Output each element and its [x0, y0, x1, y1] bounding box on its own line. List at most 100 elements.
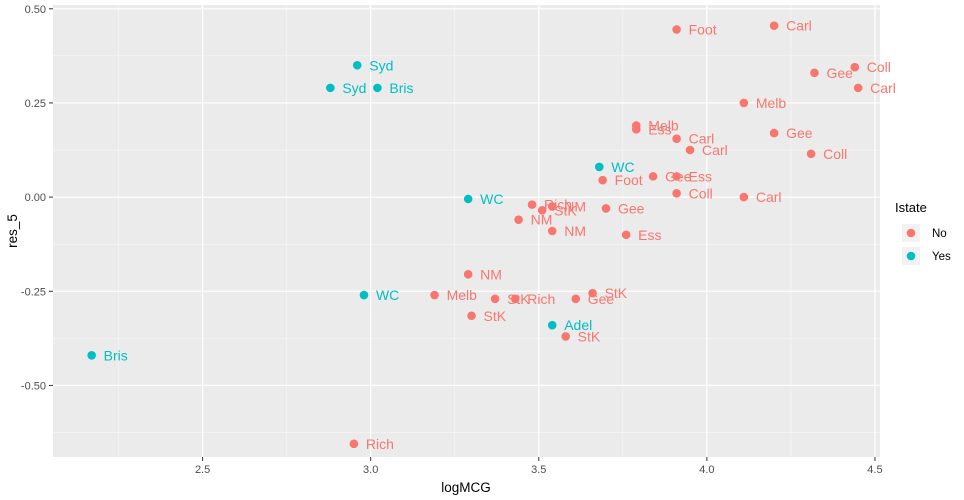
- point-label: Ess: [638, 227, 661, 243]
- data-point: [349, 439, 359, 449]
- point-label: Carl: [702, 142, 728, 158]
- data-point: [601, 204, 611, 213]
- point-label: Gee: [786, 125, 813, 141]
- minor-gridlines: [53, 5, 880, 457]
- data-point: [326, 83, 335, 93]
- data-point: [850, 62, 860, 72]
- point-label: Gee: [665, 168, 692, 184]
- point-label: NM: [564, 223, 586, 239]
- x-tick-label: 3.5: [531, 464, 546, 476]
- legend-key-marker: [906, 251, 916, 261]
- y-tick-label: -0.50: [21, 380, 46, 392]
- data-point: [672, 25, 681, 34]
- point-label: Foot: [689, 21, 717, 37]
- data-point: [739, 192, 749, 202]
- x-axis-ticks: 2.5 3.0 3.5 4.0 4.5: [195, 457, 883, 476]
- x-tick-label: 2.5: [195, 464, 210, 476]
- x-tick-label: 3.0: [363, 464, 378, 476]
- point-label: Coll: [867, 59, 891, 75]
- point-label: Carl: [756, 189, 782, 205]
- point-label: StK: [484, 308, 507, 324]
- point-label: NM: [564, 199, 586, 215]
- y-tick-label: 0.50: [25, 4, 46, 16]
- data-point: [672, 172, 681, 181]
- data-point: [621, 230, 631, 240]
- data-point: [810, 68, 819, 78]
- point-label: NM: [480, 266, 502, 282]
- point-label: Melb: [756, 95, 787, 111]
- point-label: StK: [507, 291, 530, 307]
- data-point: [547, 226, 557, 236]
- legend-title: Istate: [895, 200, 927, 215]
- point-label: StK: [578, 328, 601, 344]
- point-label: StK: [554, 202, 577, 218]
- point-label: Foot: [615, 172, 643, 188]
- legend-label: Yes: [932, 251, 951, 263]
- data-point: [514, 215, 523, 224]
- data-point: [467, 311, 476, 321]
- data-point: [430, 290, 439, 300]
- plot-panel: [53, 5, 880, 457]
- data-point: [685, 145, 695, 155]
- point-label: Melb: [648, 118, 679, 134]
- data-point: [631, 125, 641, 134]
- point-label: Carl: [689, 131, 715, 147]
- y-tick-label: 0.00: [25, 192, 46, 204]
- data-point: [547, 320, 557, 330]
- point-label: Bris: [389, 80, 413, 96]
- data-point: [594, 162, 604, 172]
- point-label: WC: [376, 287, 399, 303]
- data-point: [373, 83, 382, 93]
- data-point: [537, 205, 547, 215]
- x-tick-label: 4.5: [867, 464, 882, 476]
- point-label: Rich: [544, 197, 572, 213]
- data-point: [769, 21, 779, 31]
- data-point: [463, 270, 473, 279]
- point-label: StK: [605, 285, 628, 301]
- data-point: [648, 172, 658, 181]
- data-points: [87, 21, 863, 449]
- point-label: WC: [611, 159, 634, 175]
- point-label: Ess: [689, 168, 712, 184]
- y-tick-label: -0.25: [21, 286, 46, 298]
- data-point: [739, 98, 749, 108]
- data-point: [672, 189, 681, 198]
- data-point: [490, 294, 500, 304]
- data-point: [571, 294, 581, 304]
- point-label: Gee: [826, 65, 853, 81]
- point-label: Carl: [870, 80, 896, 96]
- point-label: Ess: [648, 121, 671, 137]
- legend-key-marker: [906, 228, 916, 238]
- legend: Istate No Yes: [895, 200, 951, 265]
- legend-label: No: [932, 228, 947, 240]
- point-label: Bris: [104, 347, 128, 363]
- x-tick-label: 4.0: [699, 464, 714, 476]
- data-point: [853, 83, 863, 93]
- data-point: [561, 332, 570, 341]
- data-point: [463, 194, 473, 204]
- point-label: Syd: [342, 80, 366, 96]
- point-label: Carl: [786, 18, 812, 34]
- data-point: [806, 149, 816, 159]
- x-axis-title: logMCG: [441, 480, 491, 495]
- y-tick-label: 0.25: [25, 98, 46, 110]
- y-axis-title: res_5: [5, 214, 20, 248]
- point-label: Adel: [564, 317, 592, 333]
- data-point: [547, 202, 557, 211]
- point-label: Syd: [369, 57, 393, 73]
- data-point: [588, 288, 597, 298]
- data-point: [527, 200, 537, 209]
- point-label: Rich: [366, 436, 394, 452]
- point-label: WC: [480, 191, 503, 207]
- point-label: Melb: [447, 287, 478, 303]
- data-point: [769, 128, 779, 138]
- data-point: [672, 134, 681, 144]
- data-point: [598, 175, 607, 185]
- point-label: Gee: [588, 291, 615, 307]
- point-label: Coll: [823, 146, 847, 162]
- point-label: NM: [531, 212, 553, 228]
- y-axis-ticks: -0.50 -0.25 0.00 0.25 0.50: [21, 4, 53, 392]
- data-point: [352, 60, 362, 70]
